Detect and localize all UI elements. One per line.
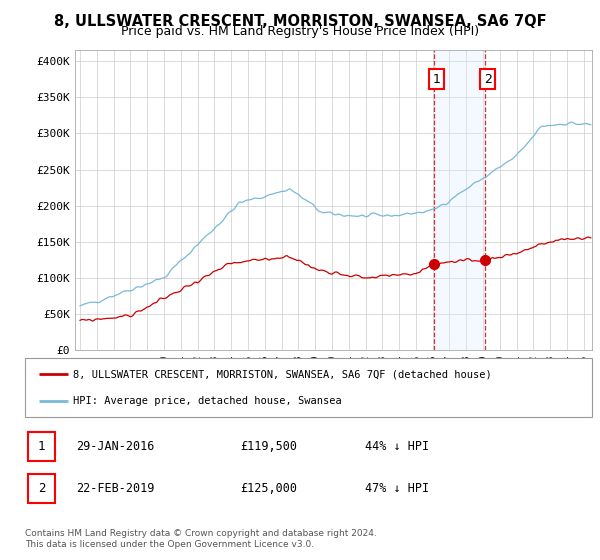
Bar [434, 50, 485, 350]
FancyBboxPatch shape [28, 432, 55, 461]
Text: 8, ULLSWATER CRESCENT, MORRISTON, SWANSEA, SA6 7QF: 8, ULLSWATER CRESCENT, MORRISTON, SWANSE… [53, 14, 547, 29]
Text: 29-JAN-2016: 29-JAN-2016 [76, 440, 155, 453]
Text: Price paid vs. HM Land Registry's House Price Index (HPI): Price paid vs. HM Land Registry's House … [121, 25, 479, 38]
Text: 8, ULLSWATER CRESCENT, MORRISTON, SWANSEA, SA6 7QF (detached house): 8, ULLSWATER CRESCENT, MORRISTON, SWANSE… [73, 369, 492, 379]
Text: 22-FEB-2019: 22-FEB-2019 [76, 482, 155, 495]
Text: 2: 2 [38, 482, 46, 495]
Text: 1: 1 [38, 440, 46, 453]
FancyBboxPatch shape [25, 358, 592, 417]
Text: 1: 1 [433, 73, 440, 86]
Text: £119,500: £119,500 [241, 440, 298, 453]
Text: 47% ↓ HPI: 47% ↓ HPI [365, 482, 430, 495]
Text: £125,000: £125,000 [241, 482, 298, 495]
Text: 2: 2 [484, 73, 491, 86]
Text: 44% ↓ HPI: 44% ↓ HPI [365, 440, 430, 453]
Text: HPI: Average price, detached house, Swansea: HPI: Average price, detached house, Swan… [73, 396, 342, 407]
FancyBboxPatch shape [28, 474, 55, 503]
Text: Contains HM Land Registry data © Crown copyright and database right 2024.
This d: Contains HM Land Registry data © Crown c… [25, 529, 377, 549]
